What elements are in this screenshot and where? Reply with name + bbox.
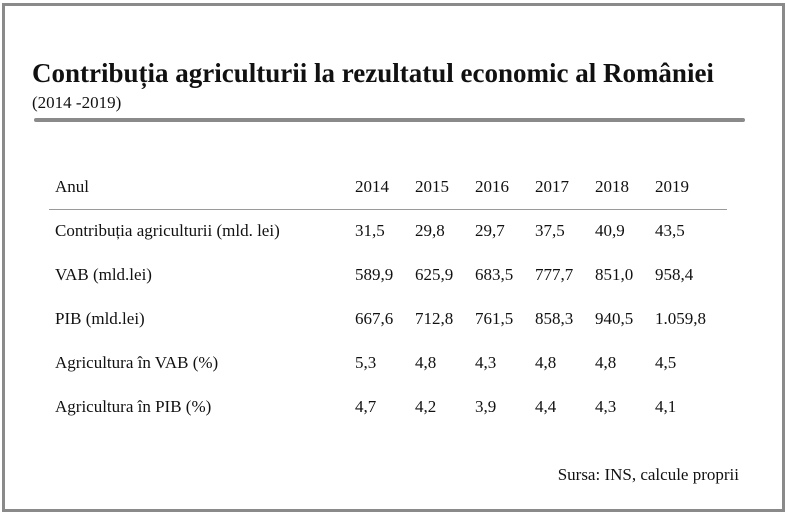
- table-cell: 761,5: [475, 309, 514, 328]
- header-year: 2019: [655, 166, 727, 210]
- table-cell: 4,3: [595, 397, 617, 416]
- table-cell: 5,3: [355, 353, 377, 372]
- row-label: Agricultura în PIB (%): [55, 397, 212, 416]
- table-cell: 858,3: [535, 309, 574, 328]
- table-cell: 1.059,8: [655, 309, 706, 328]
- table-cell: 4,8: [535, 353, 557, 372]
- header-year: 2016: [475, 166, 535, 210]
- table-cell: 851,0: [595, 265, 634, 284]
- row-label: VAB (mld.lei): [55, 265, 152, 284]
- table-cell: 4,8: [595, 353, 617, 372]
- table-cell: 4,2: [415, 397, 437, 416]
- data-table: Anul 2014 2015 2016 2017 2018 2019 Contr…: [49, 166, 727, 429]
- row-label: Agricultura în VAB (%): [55, 353, 219, 372]
- table-cell: 958,4: [655, 265, 694, 284]
- source-note: Sursa: INS, calcule proprii: [557, 465, 739, 484]
- table-row: Contribuția agriculturii (mld. lei) 31,5…: [49, 209, 727, 253]
- header-year: 2018: [595, 166, 655, 210]
- row-label: PIB (mld.lei): [55, 309, 145, 328]
- table-cell: 43,5: [655, 221, 685, 241]
- table-row: VAB (mld.lei) 589,9 625,9 683,5 777,7 85…: [49, 253, 727, 297]
- title-divider: [34, 118, 745, 122]
- table-cell: 4,5: [655, 353, 677, 372]
- table-row: Agricultura în VAB (%) 5,3 4,8 4,3 4,8 4…: [49, 341, 727, 385]
- table-cell: 4,7: [355, 397, 377, 416]
- table-cell: 4,1: [655, 397, 677, 416]
- table-cell: 683,5: [475, 265, 514, 284]
- table-cell: 667,6: [355, 309, 394, 328]
- table-row: PIB (mld.lei) 667,6 712,8 761,5 858,3 94…: [49, 297, 727, 341]
- table-cell: 40,9: [595, 221, 625, 241]
- table-cell: 37,5: [535, 221, 565, 241]
- table-header-row: Anul 2014 2015 2016 2017 2018 2019: [49, 166, 727, 210]
- table-cell: 4,4: [535, 397, 557, 416]
- page-title: Contribuția agriculturii la rezultatul e…: [32, 58, 714, 88]
- header-year: 2014: [355, 166, 415, 210]
- table-cell: 777,7: [535, 265, 574, 284]
- table-cell: 625,9: [415, 265, 454, 284]
- page-subtitle: (2014 -2019): [32, 93, 122, 112]
- figure-frame: Contribuția agriculturii la rezultatul e…: [2, 3, 785, 512]
- table-cell: 29,8: [415, 221, 445, 241]
- table-cell: 4,3: [475, 353, 497, 372]
- table-cell: 940,5: [595, 309, 634, 328]
- table-cell: 712,8: [415, 309, 454, 328]
- header-label: Anul: [49, 166, 355, 210]
- table-cell: 31,5: [355, 221, 385, 241]
- table-cell: 4,8: [415, 353, 437, 372]
- table-cell: 3,9: [475, 397, 497, 416]
- header-year: 2015: [415, 166, 475, 210]
- header-year: 2017: [535, 166, 595, 210]
- table-cell: 589,9: [355, 265, 394, 284]
- table-row: Agricultura în PIB (%) 4,7 4,2 3,9 4,4 4…: [49, 385, 727, 429]
- table-cell: 29,7: [475, 221, 505, 241]
- row-label: Contribuția agriculturii (mld. lei): [55, 221, 280, 241]
